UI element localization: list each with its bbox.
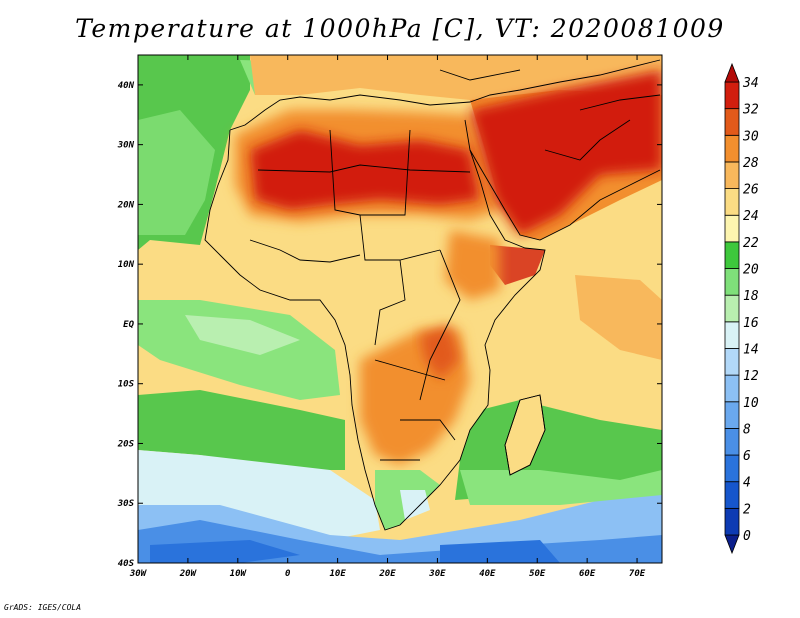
colorbar-label: 32 xyxy=(742,103,759,118)
colorbar-label: 0 xyxy=(743,529,751,544)
colorbar-box xyxy=(724,134,740,163)
colorbar-label: 20 xyxy=(743,263,759,278)
colorbar-box xyxy=(724,348,740,376)
colorbar-box xyxy=(724,294,740,323)
lat-tick-label: EQ xyxy=(123,320,134,330)
colorbar-label: 30 xyxy=(742,129,759,144)
lat-tick-label: 40N xyxy=(118,81,135,91)
colorbar-box xyxy=(724,81,740,110)
colorbar-max-arrow xyxy=(724,62,740,83)
colorbar-label: 18 xyxy=(743,289,759,304)
colorbar-label: 26 xyxy=(743,183,759,198)
colorbar-label: 6 xyxy=(743,449,751,464)
colorbar-label: 10 xyxy=(743,396,759,411)
lat-tick-label: 30N xyxy=(117,141,135,151)
colorbar-box xyxy=(724,507,740,536)
colorbar-label: 4 xyxy=(743,476,751,491)
map-frame xyxy=(137,54,663,564)
colorbar-label: 2 xyxy=(743,502,751,517)
colorbar-label: 22 xyxy=(743,236,759,251)
colorbar-label: 12 xyxy=(743,369,759,384)
lon-tick-label: 70E xyxy=(629,569,646,579)
colorbar-box xyxy=(724,108,740,136)
lon-tick-label: 30W xyxy=(129,569,148,579)
lon-tick-label: 20E xyxy=(378,569,396,579)
chart-title: Temperature at 1000hPa [C], VT: 20200810… xyxy=(75,14,725,43)
lat-tick-label: 10S xyxy=(118,380,135,390)
lat-tick-label: 30S xyxy=(117,499,135,509)
lon-tick-label: 10E xyxy=(329,569,346,579)
lat-tick-label: 40S xyxy=(118,559,135,569)
colorbar-box xyxy=(724,161,740,189)
footer-credit: GrADS: IGES/COLA xyxy=(4,603,82,612)
colorbar-box xyxy=(724,188,740,216)
colorbar-label: 34 xyxy=(742,76,759,91)
colorbar-box xyxy=(724,428,740,456)
colorbar-box xyxy=(724,374,740,403)
lon-tick-label: 20W xyxy=(179,569,198,579)
colorbar-min-arrow xyxy=(724,534,740,555)
colorbar-label: 14 xyxy=(743,342,759,357)
longitude-axis: 30W 20W 10W 0 10E 20E 30E 40E 50E 60E 70E xyxy=(129,55,646,579)
coastlines xyxy=(204,59,661,531)
lon-tick-label: 60E xyxy=(579,569,596,579)
colorbar-box xyxy=(724,268,740,296)
lat-tick-label: 20S xyxy=(117,439,135,449)
colorbar-box xyxy=(724,214,740,243)
colorbar-box xyxy=(724,321,740,349)
colorbar-label: 24 xyxy=(743,209,759,224)
colorbar-label: 16 xyxy=(743,316,759,331)
lon-tick-label: 40E xyxy=(479,569,496,579)
lon-tick-label: 0 xyxy=(285,569,291,579)
colorbar-box xyxy=(724,454,740,483)
lat-tick-label: 20N xyxy=(117,200,135,210)
temperature-field xyxy=(138,55,662,563)
colorbar-box xyxy=(724,241,740,269)
lon-tick-label: 10W xyxy=(230,569,248,579)
lat-tick-label: 10N xyxy=(118,260,135,270)
colorbar-label: 8 xyxy=(743,422,751,437)
latitude-axis: 40N 30N 20N 10N EQ 10S 20S 30S 40S xyxy=(117,81,662,569)
colorbar-box xyxy=(724,481,740,509)
colorbar-label: 28 xyxy=(743,156,759,171)
colorbar-box xyxy=(724,401,740,429)
lon-tick-label: 30E xyxy=(428,569,446,579)
lon-tick-label: 50E xyxy=(529,569,546,579)
